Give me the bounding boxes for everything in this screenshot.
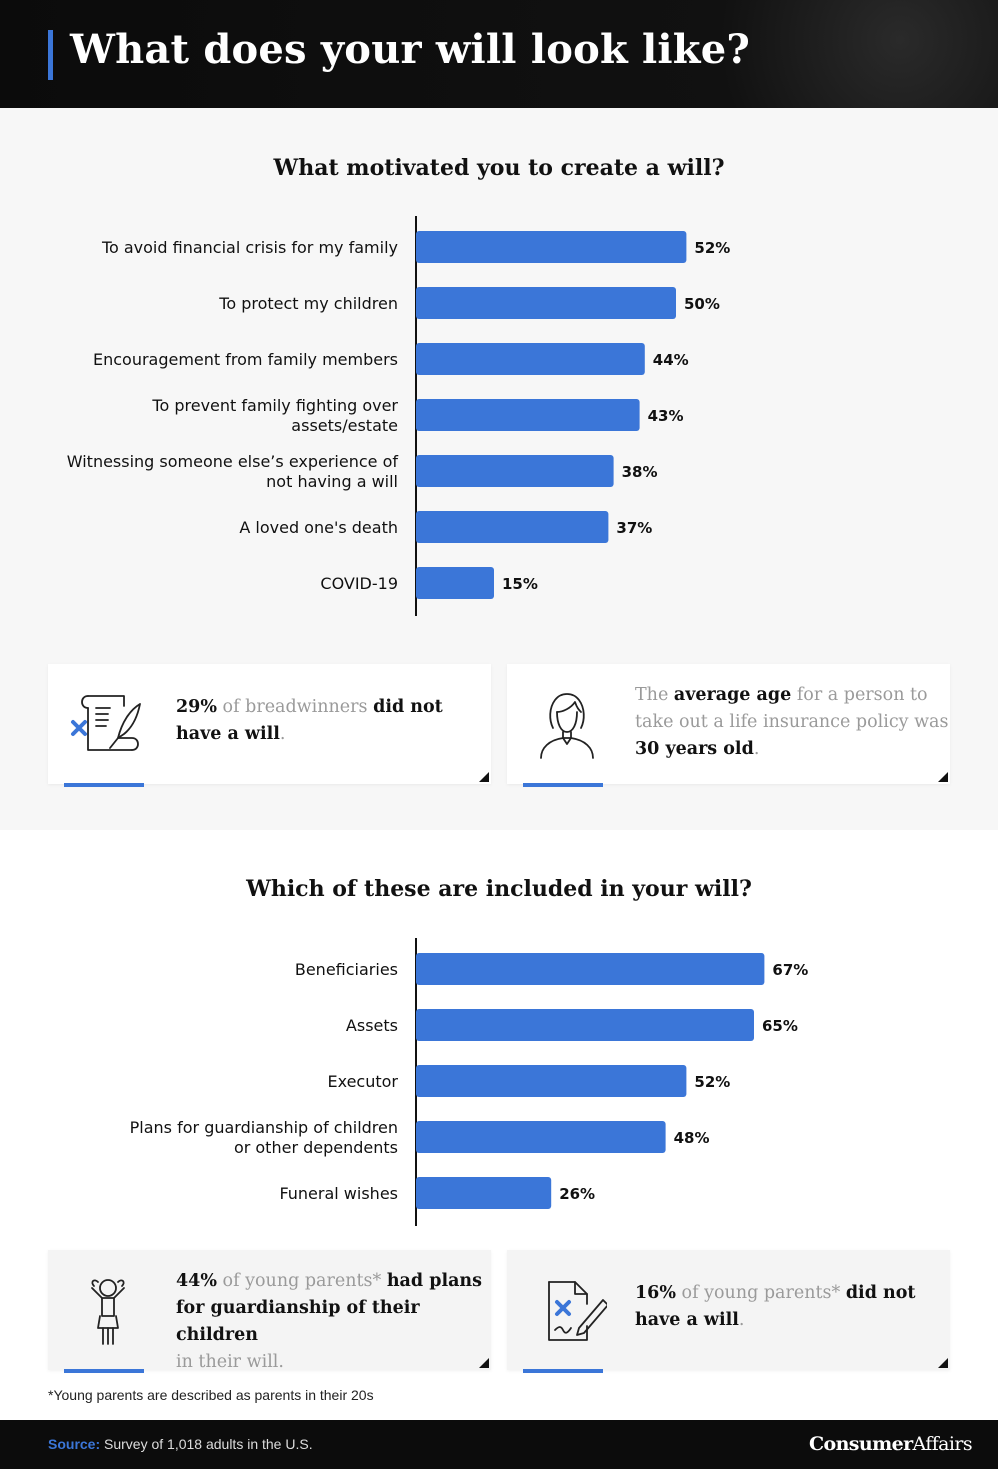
- card-accent-underline: [523, 1369, 603, 1373]
- bar-value-label: 26%: [559, 1185, 595, 1203]
- motivation-bar-chart: 52% To avoid financial crisis for my fami…: [67, 216, 730, 616]
- category-label: Assets: [346, 1016, 398, 1035]
- bar-value-label: 44%: [653, 351, 689, 369]
- bar-value-label: 43%: [648, 407, 684, 425]
- chart-bar: [416, 1177, 552, 1209]
- category-label: To avoid financial crisis for my family: [101, 238, 398, 257]
- bar-value-label: 67%: [772, 961, 808, 979]
- insurance-age-stat-card: The average age for a person to take out…: [507, 664, 950, 787]
- category-label: To prevent family fighting over assets/es…: [151, 396, 398, 435]
- title-accent-bar: [48, 30, 53, 80]
- breadwinners-stat-text: 29% of breadwinners did not have a will.: [176, 697, 443, 744]
- chart-bar: [416, 399, 640, 431]
- category-label: Encouragement from family members: [93, 350, 398, 369]
- chart-bar: [416, 511, 609, 543]
- bar-value-label: 15%: [502, 575, 538, 593]
- bar-value-label: 52%: [694, 239, 730, 257]
- chart-2-title: Which of these are included in your will…: [246, 876, 752, 902]
- category-label: A loved one's death: [239, 518, 398, 537]
- source-note: Source: Survey of 1,018 adults in the U.…: [48, 1436, 313, 1452]
- bar-value-label: 48%: [674, 1129, 710, 1147]
- bar-value-label: 38%: [622, 463, 658, 481]
- bar-value-label: 50%: [684, 295, 720, 313]
- footer: Source: Survey of 1,018 adults in the U.…: [0, 1420, 998, 1469]
- insurance-age-stat-text: The average age for a person to take out…: [635, 685, 949, 759]
- no-will-parents-stat-text: 16% of young parents* did not have a wil…: [635, 1283, 916, 1330]
- document-pen-x-icon: [527, 1268, 609, 1348]
- chart-bar: [416, 1065, 687, 1097]
- category-label: COVID-19: [320, 574, 398, 593]
- guardianship-stat-card: 44% of young parents* had plans for guar…: [48, 1250, 491, 1373]
- category-label: Executor: [327, 1072, 398, 1091]
- header: What does your will look like?: [0, 0, 998, 108]
- will-contents-bar-chart: 67% Beneficiaries 65% Assets 52% Executor 48% P…: [130, 938, 808, 1226]
- child-icon: [68, 1268, 148, 1348]
- chart-bar: [416, 953, 765, 985]
- bar-value-label: 65%: [762, 1017, 798, 1035]
- category-label: Funeral wishes: [279, 1184, 398, 1203]
- will-document-quill-icon: [68, 682, 148, 762]
- bar-value-label: 37%: [616, 519, 652, 537]
- chart-1-title: What motivated you to create a will?: [273, 155, 725, 181]
- guardianship-stat-text: 44% of young parents* had plans for guar…: [176, 1271, 483, 1372]
- chart-bar: [416, 567, 494, 599]
- brand-logo: ConsumerAffairs: [808, 1433, 973, 1455]
- chart-bar: [416, 1121, 666, 1153]
- card-corner-fold: [479, 772, 489, 782]
- category-label: To protect my children: [218, 294, 398, 313]
- category-label: Witnessing someone else’s experience of n…: [67, 452, 399, 491]
- woman-avatar-icon: [527, 682, 607, 762]
- card-corner-fold: [938, 1358, 948, 1368]
- card-corner-fold: [479, 1358, 489, 1368]
- page-title: What does your will look like?: [70, 26, 751, 73]
- card-accent-underline: [523, 783, 603, 787]
- no-will-parents-stat-card: 16% of young parents* did not have a wil…: [507, 1250, 950, 1373]
- category-label: Beneficiaries: [295, 960, 398, 979]
- chart-bar: [416, 455, 614, 487]
- footnote: *Young parents are described as parents …: [48, 1387, 374, 1403]
- chart-bar: [416, 231, 687, 263]
- card-accent-underline: [64, 1369, 144, 1373]
- chart-bar: [416, 343, 645, 375]
- bar-value-label: 52%: [694, 1073, 730, 1091]
- card-corner-fold: [938, 772, 948, 782]
- breadwinners-stat-card: 29% of breadwinners did not have a will.: [48, 664, 491, 787]
- card-accent-underline: [64, 783, 144, 787]
- chart-bar: [416, 1009, 754, 1041]
- chart-bar: [416, 287, 676, 319]
- category-label: Plans for guardianship of children or oth…: [130, 1118, 398, 1157]
